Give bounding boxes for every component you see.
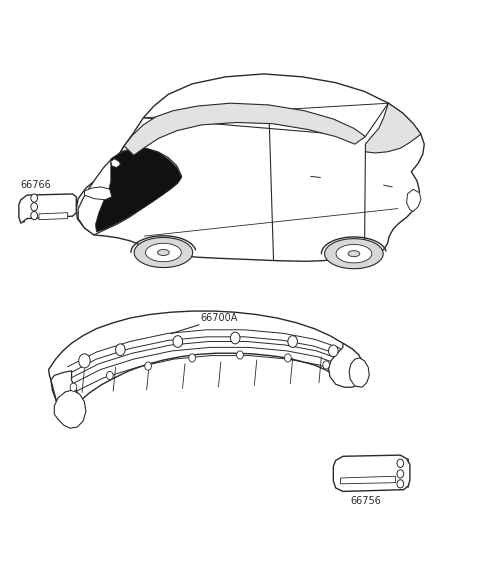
- Polygon shape: [96, 149, 181, 232]
- Ellipse shape: [116, 344, 125, 356]
- Text: 66766: 66766: [21, 180, 51, 190]
- Polygon shape: [348, 251, 360, 257]
- Ellipse shape: [31, 211, 37, 220]
- Ellipse shape: [397, 470, 404, 478]
- Ellipse shape: [328, 345, 338, 357]
- Ellipse shape: [70, 383, 77, 392]
- Ellipse shape: [145, 362, 152, 370]
- Ellipse shape: [189, 354, 195, 362]
- Polygon shape: [336, 244, 372, 263]
- Polygon shape: [365, 103, 421, 153]
- Ellipse shape: [230, 332, 240, 344]
- Ellipse shape: [285, 354, 291, 362]
- Polygon shape: [51, 371, 83, 421]
- Polygon shape: [134, 238, 192, 268]
- Ellipse shape: [237, 351, 243, 359]
- Ellipse shape: [79, 354, 90, 368]
- Polygon shape: [157, 249, 169, 255]
- Ellipse shape: [107, 372, 113, 380]
- Polygon shape: [349, 358, 369, 387]
- Ellipse shape: [397, 459, 404, 467]
- Polygon shape: [324, 239, 383, 269]
- Polygon shape: [340, 476, 396, 484]
- Ellipse shape: [173, 336, 182, 348]
- Polygon shape: [78, 149, 181, 235]
- Polygon shape: [333, 455, 410, 491]
- Polygon shape: [124, 103, 365, 156]
- Polygon shape: [328, 343, 365, 387]
- Polygon shape: [39, 212, 68, 220]
- Ellipse shape: [323, 361, 329, 369]
- Text: 66700A: 66700A: [201, 313, 238, 323]
- Ellipse shape: [288, 336, 298, 348]
- Polygon shape: [84, 187, 112, 200]
- Polygon shape: [145, 244, 181, 262]
- Ellipse shape: [31, 194, 37, 202]
- Ellipse shape: [31, 203, 37, 211]
- Ellipse shape: [397, 480, 404, 488]
- Polygon shape: [48, 311, 360, 417]
- Text: 66756: 66756: [350, 495, 381, 505]
- Polygon shape: [54, 390, 86, 428]
- Polygon shape: [19, 194, 76, 223]
- Polygon shape: [407, 189, 421, 211]
- Polygon shape: [76, 74, 424, 261]
- Polygon shape: [111, 159, 120, 168]
